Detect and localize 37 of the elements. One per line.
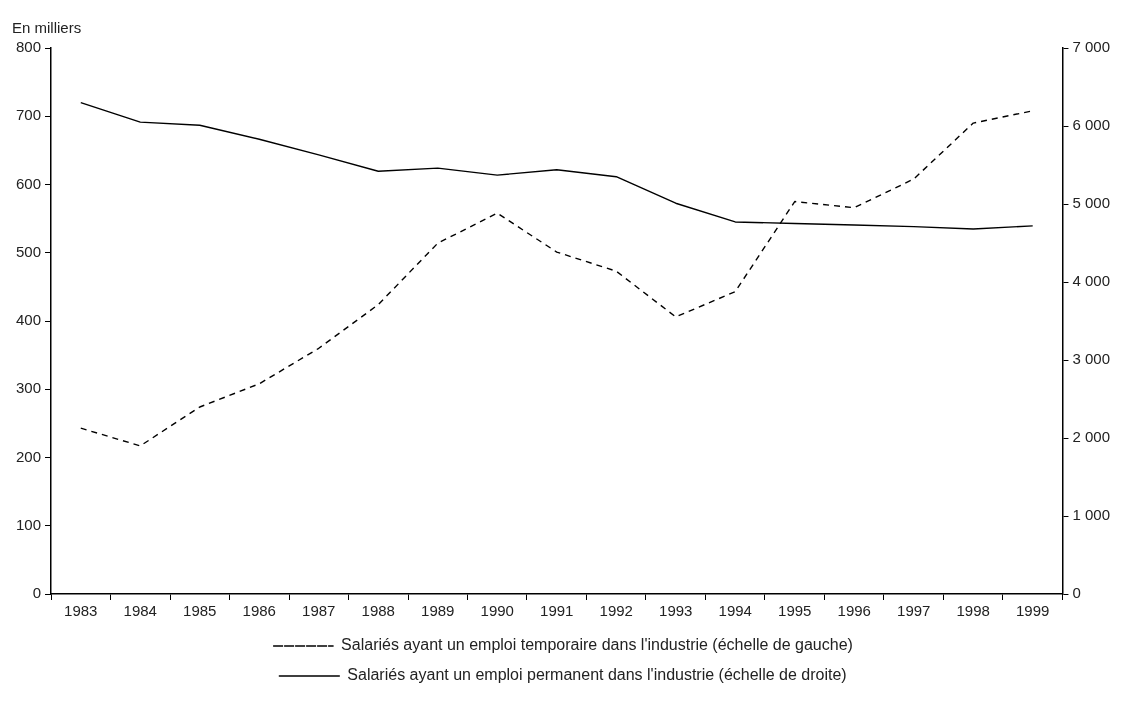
y-tick-label: 600 bbox=[16, 174, 42, 192]
x-tick-label: 1990 bbox=[480, 602, 514, 620]
x-tick-label: 1993 bbox=[659, 602, 693, 620]
y-tick-label: 500 bbox=[16, 242, 42, 260]
y-tick-label: 200 bbox=[16, 447, 42, 465]
legend-label: Salariés ayant un emploi temporaire dans l'industrie (échelle de gauche) bbox=[341, 636, 853, 654]
y-tick-label: 700 bbox=[16, 106, 42, 124]
y2-tick-label: 3 000 bbox=[1072, 350, 1111, 368]
x-tick-label: 1984 bbox=[123, 602, 157, 620]
y2-tick-label: 7 000 bbox=[1072, 38, 1111, 56]
y-tick-label: 0 bbox=[32, 584, 42, 602]
y-tick-label: 400 bbox=[16, 311, 42, 329]
x-tick-label: 1989 bbox=[421, 602, 455, 620]
x-tick-label: 1992 bbox=[599, 602, 633, 620]
y-tick-label: 300 bbox=[16, 379, 42, 397]
x-tick-label: 1994 bbox=[718, 602, 752, 620]
y2-tick-label: 0 bbox=[1072, 584, 1081, 602]
x-tick-label: 1998 bbox=[956, 602, 990, 620]
x-tick-label: 1996 bbox=[837, 602, 871, 620]
y2-tick-label: 5 000 bbox=[1072, 194, 1111, 212]
y2-tick-label: 2 000 bbox=[1072, 428, 1111, 446]
y2-tick-label: 6 000 bbox=[1072, 116, 1111, 134]
x-tick-label: 1983 bbox=[64, 602, 98, 620]
x-tick-label: 1999 bbox=[1016, 602, 1050, 620]
x-tick-label: 1988 bbox=[361, 602, 395, 620]
y2-tick-label: 4 000 bbox=[1072, 272, 1111, 290]
legend-label: Salariés ayant un emploi permanent dans l'industrie (échelle de droite) bbox=[347, 666, 847, 684]
x-tick-label: 1987 bbox=[302, 602, 336, 620]
y-axis-title: En milliers bbox=[12, 18, 82, 36]
y2-tick-label: 1 000 bbox=[1072, 506, 1111, 524]
x-tick-label: 1986 bbox=[242, 602, 276, 620]
x-tick-label: 1995 bbox=[778, 602, 812, 620]
x-tick-label: 1991 bbox=[540, 602, 574, 620]
y-tick-label: 800 bbox=[16, 38, 42, 56]
y-tick-label: 100 bbox=[16, 515, 42, 533]
x-tick-label: 1997 bbox=[897, 602, 931, 620]
x-tick-label: 1985 bbox=[183, 602, 217, 620]
